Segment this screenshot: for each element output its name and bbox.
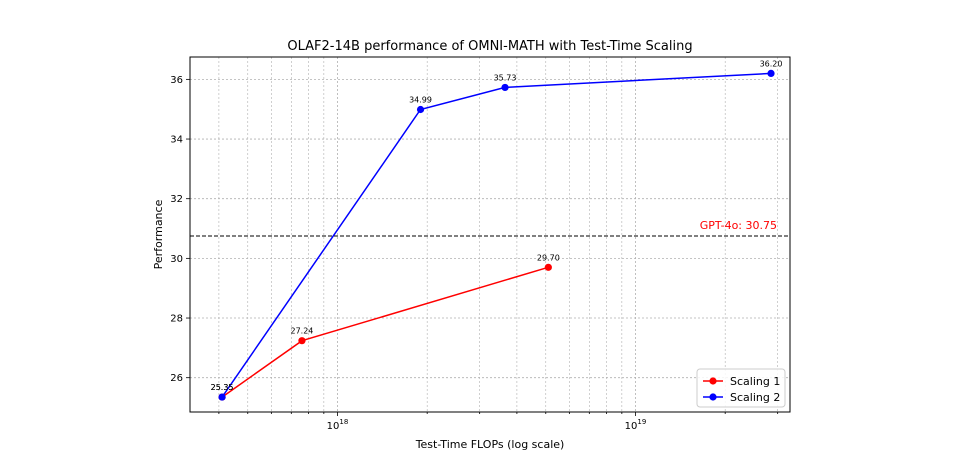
legend: Scaling 1 Scaling 2 (696, 368, 786, 408)
data-label: 29.70 (537, 253, 560, 262)
data-label: 25.35 (211, 383, 234, 392)
legend-label: Scaling 2 (730, 391, 780, 404)
x-tick-exponent: 19 (637, 418, 646, 426)
data-label: 35.73 (494, 73, 517, 82)
y-tick-label: 26 (170, 373, 183, 384)
data-label: 36.20 (760, 59, 783, 68)
reference-line-label: GPT-4o: 30.75 (700, 219, 777, 232)
plot-area-frame (189, 56, 791, 413)
x-tick-exponent: 18 (339, 418, 348, 426)
data-point (767, 69, 775, 78)
y-tick-label: 34 (170, 135, 183, 146)
grid (190, 57, 790, 412)
legend-label: Scaling 1 (730, 375, 780, 388)
data-point (298, 337, 306, 345)
data-point (501, 83, 509, 92)
y-tick-label: 30 (170, 254, 183, 265)
data-point (416, 105, 425, 114)
y-tick-label: 32 (170, 194, 183, 205)
y-tick-label: 36 (170, 75, 183, 86)
x-axis-label: Test-Time FLOPs (log scale) (415, 438, 565, 451)
y-tick-label: 28 (170, 314, 183, 325)
data-point (544, 263, 552, 271)
data-label: 25.35 (211, 383, 234, 392)
reference-line-group: GPT-4o: 30.75 (190, 219, 790, 237)
legend-marker (709, 393, 717, 401)
y-axis-label: Performance (152, 199, 165, 269)
data-label: 34.99 (409, 96, 432, 105)
data-label: 27.24 (290, 327, 313, 336)
legend-marker (709, 377, 717, 385)
series-line-2 (221, 72, 772, 398)
chart-title: OLAF2-14B performance of OMNI-MATH with … (287, 39, 692, 54)
data-point (218, 393, 226, 401)
